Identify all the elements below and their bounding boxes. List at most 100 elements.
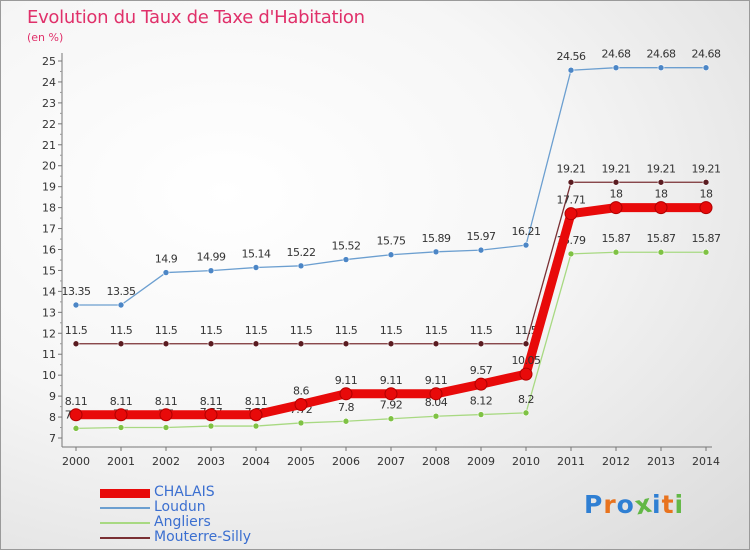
data-point-loudun bbox=[567, 66, 575, 74]
x-tick-label: 2008 bbox=[422, 455, 450, 468]
data-label-chalais: 18 bbox=[655, 188, 668, 201]
x-tick-label: 2001 bbox=[107, 455, 135, 468]
data-point-chalais bbox=[564, 207, 578, 221]
data-point-chalais bbox=[609, 201, 623, 215]
data-point-loudun bbox=[477, 246, 485, 254]
data-label-angliers: 7.8 bbox=[338, 401, 354, 414]
x-tick-label: 2007 bbox=[377, 455, 405, 468]
y-tick-label: 25 bbox=[42, 55, 56, 68]
data-label-angliers: 8.04 bbox=[425, 396, 448, 409]
data-label-loudun: 14.99 bbox=[197, 251, 226, 264]
y-tick-label: 16 bbox=[42, 244, 56, 257]
data-label-loudun: 15.75 bbox=[377, 235, 406, 248]
data-label-angliers: 8.2 bbox=[518, 393, 534, 406]
data-point-loudun bbox=[162, 269, 170, 276]
data-label-loudun: 13.35 bbox=[107, 285, 136, 298]
data-label-mouterre-silly: 19.21 bbox=[692, 162, 721, 175]
data-label-mouterre-silly: 11.5 bbox=[65, 324, 88, 337]
data-label-angliers: 15.87 bbox=[602, 232, 631, 245]
data-label-loudun: 15.52 bbox=[332, 240, 361, 253]
data-point-loudun bbox=[612, 64, 620, 72]
data-label-mouterre-silly: 11.5 bbox=[155, 324, 178, 337]
data-point-chalais bbox=[339, 387, 353, 401]
y-tick-label: 21 bbox=[42, 139, 56, 152]
data-label-chalais: 9.11 bbox=[335, 374, 358, 387]
data-point-loudun bbox=[207, 267, 215, 274]
y-tick-label: 7 bbox=[49, 432, 56, 445]
data-point-angliers bbox=[567, 250, 575, 258]
data-label-loudun: 15.97 bbox=[467, 230, 496, 243]
data-label-chalais: 9.57 bbox=[470, 364, 493, 377]
data-point-loudun bbox=[342, 256, 350, 263]
y-tick-label: 14 bbox=[42, 285, 56, 298]
data-point-chalais bbox=[69, 408, 83, 422]
data-label-chalais: 17.71 bbox=[557, 194, 586, 207]
data-label-chalais: 9.11 bbox=[380, 374, 403, 387]
x-tick-label: 2013 bbox=[647, 455, 675, 468]
x-tick-label: 2011 bbox=[557, 455, 585, 468]
x-tick-label: 2002 bbox=[152, 455, 180, 468]
y-tick-label: 23 bbox=[42, 97, 56, 110]
data-label-angliers: 15.87 bbox=[692, 232, 721, 245]
legend-label: Mouterre-Silly bbox=[154, 529, 252, 545]
data-point-mouterre-silly bbox=[207, 340, 215, 348]
x-tick-label: 2006 bbox=[332, 455, 360, 468]
data-point-chalais bbox=[474, 377, 488, 391]
data-point-chalais bbox=[204, 408, 218, 422]
legend-swatch bbox=[100, 537, 150, 539]
data-point-mouterre-silly bbox=[387, 340, 395, 348]
data-label-chalais: 8.11 bbox=[200, 395, 223, 408]
legend-label: Angliers bbox=[154, 514, 211, 530]
y-tick-label: 19 bbox=[42, 181, 56, 194]
y-tick-label: 15 bbox=[42, 264, 56, 277]
data-label-mouterre-silly: 11.5 bbox=[470, 324, 493, 337]
chart-subtitle: (en %) bbox=[27, 31, 64, 44]
data-point-mouterre-silly bbox=[432, 340, 440, 348]
proxiti-logo: Proxiti bbox=[584, 488, 685, 521]
data-label-loudun: 24.68 bbox=[647, 48, 676, 61]
data-label-mouterre-silly: 11.5 bbox=[425, 324, 448, 337]
data-point-loudun bbox=[387, 251, 395, 259]
data-point-chalais bbox=[384, 387, 398, 401]
y-tick-label: 9 bbox=[49, 390, 56, 403]
data-point-loudun bbox=[432, 248, 440, 256]
data-label-loudun: 24.68 bbox=[602, 48, 631, 61]
data-point-angliers bbox=[612, 248, 620, 256]
data-label-chalais: 8.11 bbox=[155, 395, 178, 408]
data-label-chalais: 18 bbox=[700, 188, 713, 201]
data-point-mouterre-silly bbox=[342, 340, 350, 348]
data-label-loudun: 14.9 bbox=[155, 253, 178, 266]
data-point-angliers bbox=[657, 248, 665, 256]
data-label-mouterre-silly: 11.5 bbox=[335, 324, 358, 337]
data-point-angliers bbox=[387, 415, 395, 423]
data-point-mouterre-silly bbox=[702, 178, 710, 186]
data-point-chalais bbox=[114, 408, 128, 422]
data-point-chalais bbox=[699, 201, 713, 215]
data-point-loudun bbox=[72, 301, 80, 309]
y-tick-label: 22 bbox=[42, 118, 56, 131]
data-point-mouterre-silly bbox=[522, 340, 530, 348]
data-point-angliers bbox=[522, 409, 530, 417]
x-tick-label: 2000 bbox=[62, 455, 90, 468]
data-point-angliers bbox=[162, 424, 170, 431]
data-label-chalais: 8.11 bbox=[245, 395, 268, 408]
series-line-loudun bbox=[75, 67, 707, 306]
data-label-chalais: 9.11 bbox=[425, 374, 448, 387]
data-label-mouterre-silly: 19.21 bbox=[602, 162, 631, 175]
data-label-mouterre-silly: 11.5 bbox=[290, 324, 313, 337]
data-point-angliers bbox=[477, 411, 485, 418]
data-point-mouterre-silly bbox=[477, 340, 485, 348]
data-point-angliers bbox=[702, 248, 710, 256]
data-label-loudun: 24.68 bbox=[692, 48, 721, 61]
chart-title: Evolution du Taux de Taxe d'Habitation bbox=[27, 7, 365, 28]
data-point-angliers bbox=[252, 422, 260, 430]
data-label-mouterre-silly: 19.21 bbox=[647, 162, 676, 175]
y-tick-label: 18 bbox=[42, 202, 56, 215]
data-label-loudun: 15.89 bbox=[422, 232, 451, 245]
y-tick-label: 17 bbox=[42, 223, 56, 236]
data-label-chalais: 8.6 bbox=[293, 384, 309, 397]
data-point-chalais bbox=[429, 387, 443, 401]
data-point-mouterre-silly bbox=[162, 340, 170, 348]
data-point-loudun bbox=[252, 264, 260, 271]
